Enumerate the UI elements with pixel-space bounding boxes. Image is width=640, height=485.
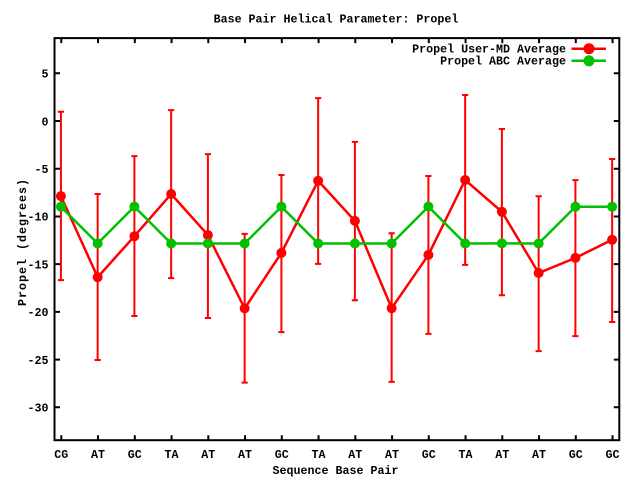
svg-text:AT: AT	[201, 448, 215, 462]
svg-text:e: e	[16, 195, 30, 202]
svg-text:0: 0	[42, 115, 49, 129]
svg-text:P: P	[16, 299, 30, 306]
svg-text:l: l	[16, 259, 30, 266]
svg-text:r: r	[16, 291, 30, 298]
svg-text:p: p	[16, 275, 30, 282]
svg-text:d: d	[16, 235, 30, 242]
svg-text:r: r	[16, 211, 30, 218]
svg-text:CG: CG	[54, 448, 68, 462]
svg-text:AT: AT	[348, 448, 362, 462]
svg-text:TA: TA	[459, 448, 473, 462]
svg-text:e: e	[16, 227, 30, 234]
svg-text:o: o	[16, 283, 30, 290]
svg-text:GC: GC	[128, 448, 142, 462]
svg-text:Sequence Base Pair: Sequence Base Pair	[273, 464, 399, 478]
svg-text:TA: TA	[165, 448, 179, 462]
svg-text:): )	[16, 179, 30, 186]
svg-text:s: s	[16, 187, 30, 194]
svg-text:-5: -5	[35, 163, 49, 177]
svg-text:e: e	[16, 267, 30, 274]
svg-text:-25: -25	[28, 354, 49, 368]
svg-text:GC: GC	[606, 448, 620, 462]
svg-text:5: 5	[42, 68, 49, 82]
svg-text:GC: GC	[569, 448, 583, 462]
svg-text:g: g	[16, 219, 30, 226]
svg-text:Base Pair Helical Parameter: P: Base Pair Helical Parameter: Propel	[214, 13, 459, 27]
svg-text:AT: AT	[495, 448, 509, 462]
svg-text:Propel User-MD Average: Propel User-MD Average	[412, 43, 566, 57]
svg-text:-10: -10	[28, 211, 49, 225]
svg-text:AT: AT	[532, 448, 546, 462]
svg-text:-30: -30	[28, 402, 49, 416]
svg-text:TA: TA	[312, 448, 326, 462]
svg-text:GC: GC	[422, 448, 436, 462]
svg-text:AT: AT	[385, 448, 399, 462]
svg-text:-20: -20	[28, 306, 49, 320]
svg-text:GC: GC	[275, 448, 289, 462]
svg-text:e: e	[16, 203, 30, 210]
svg-text:Propel ABC Average: Propel ABC Average	[440, 55, 566, 69]
svg-text:AT: AT	[91, 448, 105, 462]
svg-text:(: (	[16, 243, 30, 250]
svg-text:AT: AT	[238, 448, 252, 462]
svg-text:-15: -15	[28, 258, 49, 272]
